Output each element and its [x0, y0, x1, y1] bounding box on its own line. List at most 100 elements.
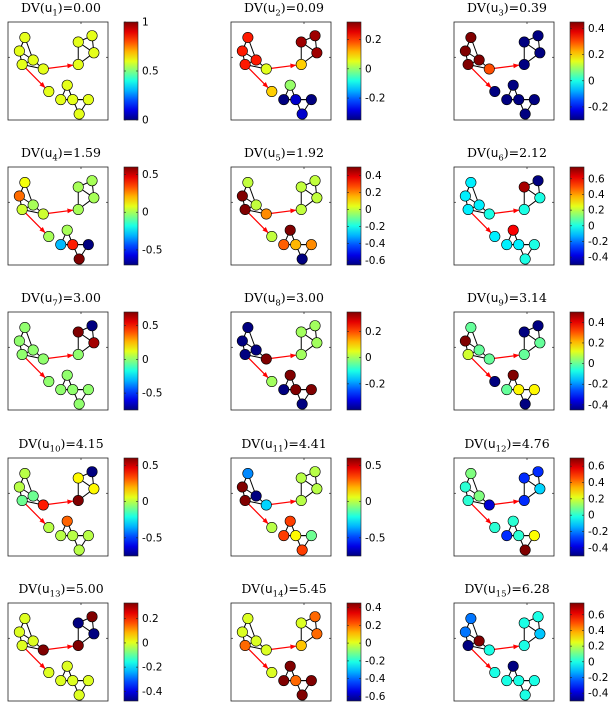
- graph-node: [483, 63, 495, 75]
- colorbar-tick-label: -0.4: [365, 673, 386, 685]
- panel-title: DV(u13)=5.00: [18, 581, 104, 600]
- graph-node: [236, 335, 248, 347]
- colorbar-tick-label: -0.6: [365, 691, 386, 703]
- colorbar-tick-label: 0.5: [365, 460, 382, 472]
- graph-node: [507, 369, 519, 381]
- graph-node: [250, 490, 262, 502]
- panel-14: DV(u14)=5.45 0.4 0.2 0 -0.2 -0.4 -0.6: [229, 581, 424, 721]
- graph-node: [37, 63, 49, 75]
- colorbar-tick-label: 0.4: [365, 602, 382, 614]
- colorbar: [346, 311, 362, 411]
- colorbar-tick-label: 0.4: [365, 170, 382, 182]
- colorbar-tick-label: -0.4: [142, 686, 163, 698]
- graph-node: [311, 337, 323, 349]
- graph-node: [239, 639, 251, 651]
- graph-node: [55, 239, 67, 251]
- panel-9: DV(u9)=3.14 0.4 0.2 0 -0.2 -0.4: [452, 290, 609, 430]
- colorbar-tick-label: 0.2: [365, 187, 382, 199]
- colorbar-tick-label: 0: [365, 352, 372, 364]
- graph-node: [473, 54, 485, 66]
- directed-edge: [271, 208, 297, 214]
- graph-node: [43, 86, 55, 98]
- directed-edge: [494, 208, 520, 214]
- colorbar-tick-label: -0.2: [142, 662, 163, 674]
- graph-node: [489, 667, 501, 679]
- directed-edge: [25, 67, 46, 89]
- directed-edge: [48, 499, 74, 505]
- colorbar-tick-label: 0.2: [365, 620, 382, 632]
- graph-node: [518, 472, 530, 484]
- colorbar-tick-label: 0: [142, 354, 149, 366]
- graph-node: [295, 36, 307, 48]
- graph-node: [465, 467, 477, 479]
- panel-title: DV(u6)=2.12: [467, 145, 547, 164]
- directed-edge: [471, 503, 492, 525]
- graph-node: [534, 192, 546, 204]
- graph-node: [67, 675, 79, 687]
- graph-node: [266, 522, 278, 534]
- colorbar-tick-label: -0.2: [588, 526, 609, 538]
- graph-node: [296, 108, 308, 120]
- colorbar-tick-label: -0.4: [365, 238, 386, 250]
- graph-node: [519, 398, 531, 410]
- panel-7: DV(u7)=3.00 0.5 0 -0.5: [6, 290, 201, 430]
- graph-node: [67, 94, 79, 106]
- graph-node: [462, 494, 474, 506]
- graph-node: [43, 667, 55, 679]
- colorbar: [123, 311, 139, 411]
- graph-node: [518, 639, 530, 651]
- graph-node: [465, 31, 477, 43]
- graph-node: [278, 94, 290, 106]
- graph-node: [27, 490, 39, 502]
- graph-node: [532, 320, 544, 332]
- panel-title: DV(u4)=1.59: [21, 145, 101, 164]
- graph-node: [86, 30, 98, 42]
- panel-title: DV(u7)=3.00: [21, 290, 101, 309]
- colorbar-tick-label: 0.5: [142, 66, 159, 78]
- panel-12: DV(u12)=4.76 0.6 0.4 0.2 0 -0.2 -0.4: [452, 436, 609, 576]
- graph-node: [295, 472, 307, 484]
- graph-node: [19, 176, 31, 188]
- colorbar-tick-label: -0.4: [588, 542, 609, 554]
- graph-node: [16, 494, 28, 506]
- graph-node: [72, 494, 84, 506]
- graph-node: [19, 321, 31, 333]
- graph-node: [61, 224, 73, 236]
- network-plot: 0.2 0 -0.2 -0.4: [7, 602, 163, 702]
- graph-node: [88, 628, 100, 640]
- colorbar-tick-label: -0.6: [365, 255, 386, 267]
- graph-node: [72, 617, 84, 629]
- graph-node: [43, 231, 55, 243]
- directed-edge: [271, 644, 297, 650]
- graph-node: [27, 54, 39, 66]
- graph-node: [55, 94, 67, 106]
- directed-edge: [271, 499, 297, 505]
- directed-edge: [471, 212, 492, 234]
- network-plot: 0.6 0.4 0.2 0 -0.2 -0.4: [453, 457, 609, 557]
- directed-edge: [25, 648, 46, 670]
- graph-node: [82, 239, 94, 251]
- graph-node: [305, 239, 317, 251]
- panel-title: DV(u15)=6.28: [464, 581, 550, 600]
- graph-node: [305, 94, 317, 106]
- graph-node: [305, 530, 317, 542]
- graph-node: [61, 660, 73, 672]
- graph-node: [311, 47, 323, 59]
- graph-node: [473, 490, 485, 502]
- colorbar: [123, 166, 139, 266]
- graph-node: [86, 175, 98, 187]
- graph-node: [518, 58, 530, 70]
- graph-node: [266, 231, 278, 243]
- colorbar-tick-label: 0.4: [588, 477, 605, 489]
- graph-node: [88, 337, 100, 349]
- graph-node: [278, 239, 290, 251]
- colorbar-tick-label: 0.2: [588, 641, 605, 653]
- graph-node: [290, 675, 302, 687]
- colorbar-tick-label: 0: [365, 63, 372, 75]
- graph-node: [55, 384, 67, 396]
- graph-node: [88, 483, 100, 495]
- graph-node: [465, 176, 477, 188]
- panel-15: DV(u15)=6.28 0.6 0.4 0.2 0 -0.2 -0.4: [452, 581, 609, 721]
- colorbar-tick-label: 0.5: [142, 460, 159, 472]
- graph-node: [260, 499, 272, 511]
